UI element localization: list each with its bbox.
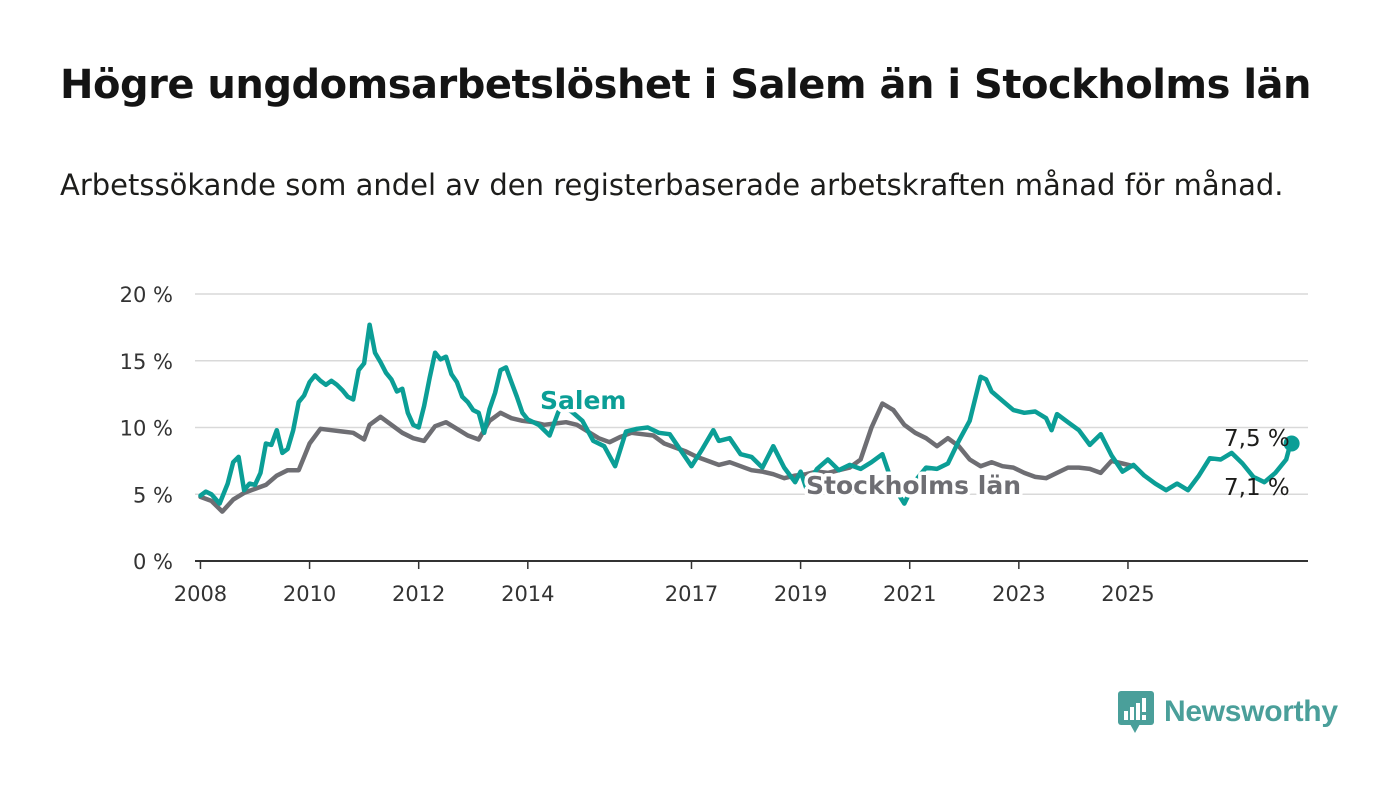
x-tick-label: 2023 xyxy=(992,582,1045,606)
y-tick-label: 15 % xyxy=(120,350,173,374)
y-tick-label: 20 % xyxy=(120,283,173,307)
x-tick-label: 2010 xyxy=(283,582,336,606)
series-line-salem xyxy=(198,322,1294,506)
y-axis-ticks: 0 % 5 % 10 % 15 % 20 % xyxy=(120,283,173,574)
y-tick-label: 0 % xyxy=(133,550,173,574)
newsworthy-logo: Newsworthy xyxy=(1118,691,1338,733)
series-lines xyxy=(198,322,1294,514)
x-tick-label: 2019 xyxy=(774,582,827,606)
grid xyxy=(195,293,1308,562)
series-label-salem-halo: Salem xyxy=(540,386,626,415)
end-label-salem: 7,5 % xyxy=(1224,426,1290,452)
series-line-stockholms-län xyxy=(198,401,1136,514)
end-marker-salem xyxy=(1283,435,1300,452)
x-tick-label: 2014 xyxy=(501,582,554,606)
x-tick-label: 2021 xyxy=(883,582,936,606)
end-label-stockholms-lan: 7,1 % xyxy=(1224,475,1290,501)
brand-name: Newsworthy xyxy=(1164,695,1338,728)
series-label-stockholms-lan-halo: Stockholms län xyxy=(806,471,1021,500)
y-tick-label: 10 % xyxy=(120,417,173,441)
x-tick-label: 2012 xyxy=(392,582,445,606)
chart-subtitle: Arbetssökande som andel av den registerb… xyxy=(60,168,1284,202)
series-label-salem: Salem xyxy=(540,386,626,415)
series-label-stockholms-lan: Stockholms län xyxy=(806,471,1021,500)
x-tick-label: 2008 xyxy=(174,582,227,606)
y-tick-label: 5 % xyxy=(133,483,173,507)
newsworthy-logo-icon xyxy=(1118,691,1154,733)
x-axis-ticks: 2008 2010 2012 2014 2017 2019 2021 2023 2025 xyxy=(174,561,1155,606)
chart-title: Högre ungdomsarbetslöshet i Salem än i S… xyxy=(60,62,1312,108)
x-tick-label: 2017 xyxy=(665,582,718,606)
x-tick-label: 2025 xyxy=(1101,582,1154,606)
